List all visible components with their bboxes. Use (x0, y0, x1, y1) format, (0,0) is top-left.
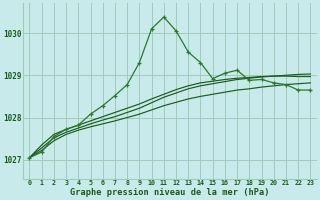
X-axis label: Graphe pression niveau de la mer (hPa): Graphe pression niveau de la mer (hPa) (70, 188, 270, 197)
